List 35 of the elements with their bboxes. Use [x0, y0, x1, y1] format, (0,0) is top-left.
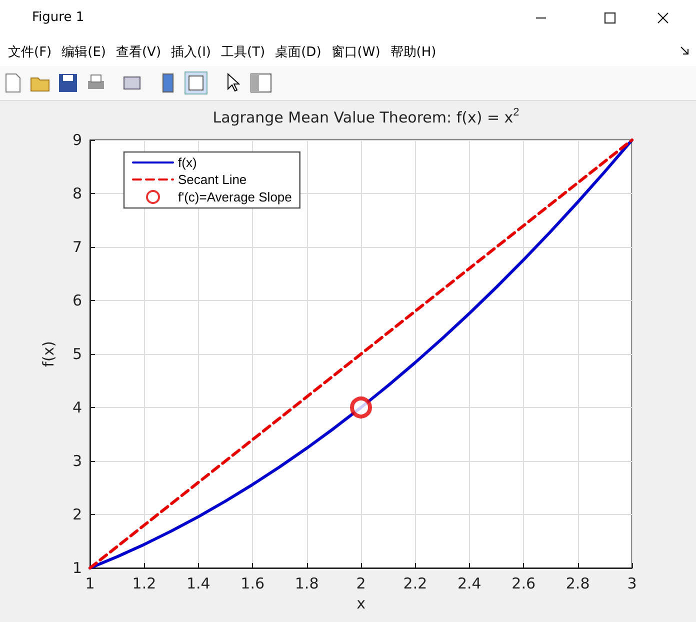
y-tick-label: 6	[72, 292, 82, 310]
text: 文件(F)	[8, 44, 52, 61]
text: 桌面(D)	[275, 44, 322, 61]
x-tick-label: 2.6	[512, 574, 536, 592]
text: 编辑(E)	[62, 44, 106, 61]
y-tick-label: 2	[72, 506, 82, 524]
x-tick-label: 2	[356, 574, 366, 592]
text: 查看(V)	[116, 44, 162, 61]
x-tick-label: 1	[85, 574, 95, 592]
x-tick-label: 2.8	[566, 574, 590, 592]
text: 窗口(W)	[331, 44, 380, 61]
x-tick-label: 1.6	[240, 574, 265, 592]
text: 工具(T)	[221, 44, 266, 61]
y-tick-label: 4	[72, 398, 82, 416]
y-tick-label: 7	[72, 238, 82, 256]
y-tick-label: 8	[72, 184, 82, 202]
legend-label: f'(c)=Average Slope	[178, 190, 292, 204]
x-tick-label: 1.2	[132, 574, 156, 592]
y-tick-label: 3	[72, 452, 82, 470]
legend-label: f(x)	[178, 155, 197, 170]
caption: Figure 1	[32, 10, 84, 25]
x-tick-label: 1.4	[186, 574, 210, 592]
line-series	[88, 138, 634, 570]
y-tick-label: 9	[72, 131, 82, 149]
legend-label: Secant Line	[178, 172, 247, 187]
text: 插入(I)	[171, 44, 212, 61]
y-axis-title: f(x)	[40, 341, 58, 367]
y-tick-label: 5	[72, 345, 82, 363]
x-axis-title: x	[356, 594, 366, 612]
x-tick-label: 2.4	[457, 574, 482, 592]
x-tick-label: 1.8	[294, 574, 319, 592]
text: 帮助(H)	[390, 44, 436, 61]
x-tick-label: 3	[627, 574, 637, 592]
x-tick-label: 2.2	[403, 574, 428, 592]
y-tick-label: 1	[72, 559, 82, 577]
